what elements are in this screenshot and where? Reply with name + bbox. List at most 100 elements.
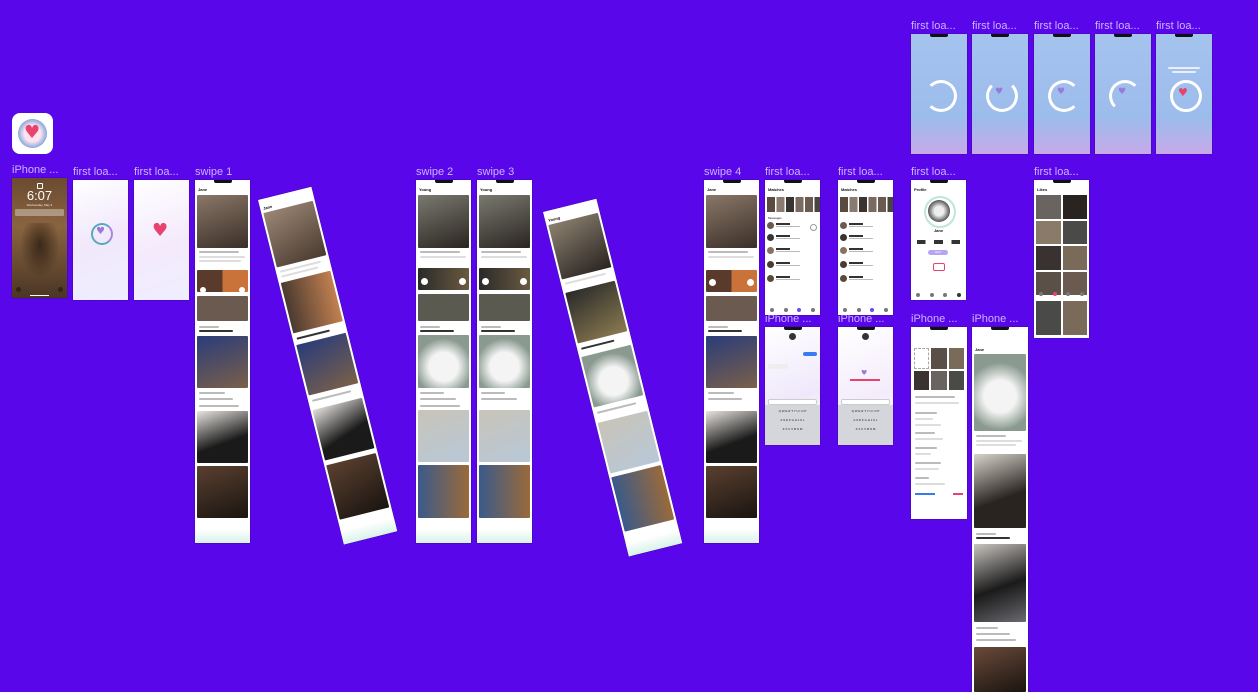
list-item[interactable] bbox=[840, 221, 891, 230]
tab-bar[interactable] bbox=[911, 292, 966, 298]
photo bbox=[706, 466, 757, 518]
like-card[interactable] bbox=[1062, 246, 1087, 270]
new-matches-strip[interactable] bbox=[840, 197, 893, 212]
video-icon[interactable] bbox=[933, 263, 945, 271]
new-matches-strip[interactable] bbox=[767, 197, 820, 212]
message-bubble bbox=[803, 352, 817, 356]
like-card[interactable] bbox=[1062, 220, 1087, 244]
message-input[interactable] bbox=[841, 399, 890, 405]
profile-title: Profile bbox=[914, 187, 927, 192]
keyboard-row[interactable]: A S D F G H J K L bbox=[853, 418, 878, 422]
message-input[interactable] bbox=[768, 399, 817, 405]
stats-row bbox=[917, 240, 960, 244]
like-card[interactable] bbox=[1062, 271, 1087, 295]
dislike-button[interactable] bbox=[709, 279, 716, 286]
chat-frame-1[interactable]: Q W E R T Y U I O P A S D F G H J K L Z … bbox=[765, 327, 820, 445]
dislike-button[interactable] bbox=[421, 278, 428, 285]
list-item[interactable] bbox=[767, 246, 818, 255]
like-button[interactable] bbox=[459, 278, 466, 285]
splash-frame-1: ♥ bbox=[73, 180, 128, 300]
photo bbox=[197, 411, 248, 463]
search-icon[interactable] bbox=[810, 224, 817, 231]
frame-label: first loa... bbox=[765, 166, 810, 178]
swipe-3-frame[interactable]: Young bbox=[477, 180, 532, 543]
list-item[interactable] bbox=[767, 260, 818, 269]
delete-link[interactable] bbox=[953, 493, 963, 495]
keyboard-row[interactable]: Z X C V B N M bbox=[782, 427, 803, 431]
dislike-button[interactable] bbox=[482, 278, 489, 285]
profile-name: Jane bbox=[933, 228, 944, 233]
frame-label: iPhone ... bbox=[838, 313, 885, 325]
keyboard[interactable]: Q W E R T Y U I O P A S D F G H J K L Z … bbox=[838, 405, 893, 445]
like-card[interactable] bbox=[1036, 195, 1061, 219]
loader-ring bbox=[1170, 80, 1202, 112]
keyboard-row[interactable]: Q W E R T Y U I O P bbox=[778, 409, 807, 413]
likes-frame[interactable]: Likes bbox=[1034, 180, 1089, 338]
likes-grid-bottom[interactable] bbox=[1036, 301, 1087, 335]
list-item[interactable] bbox=[840, 260, 891, 269]
photo-grid[interactable] bbox=[914, 348, 964, 390]
loading-frame-5: ♥ bbox=[1156, 34, 1212, 154]
swipe-title: Young bbox=[480, 187, 493, 192]
matches-frame-1[interactable]: Matches Messages bbox=[765, 180, 820, 315]
tab-bar[interactable] bbox=[1034, 291, 1089, 297]
tab-bar[interactable] bbox=[838, 307, 893, 313]
likes-grid[interactable] bbox=[1036, 195, 1087, 295]
app-icon[interactable]: ♥ bbox=[12, 113, 53, 154]
frame-label: first loa... bbox=[911, 20, 956, 32]
likes-title: Likes bbox=[1037, 187, 1048, 192]
profile-avatar-ring bbox=[924, 196, 956, 228]
keyboard-row[interactable]: Q W E R T Y U I O P bbox=[851, 409, 880, 413]
dislike-button[interactable] bbox=[200, 287, 206, 293]
heart-icon: ♥ bbox=[152, 220, 169, 241]
like-card[interactable] bbox=[1062, 195, 1087, 219]
like-card[interactable] bbox=[1036, 246, 1061, 270]
list-item[interactable] bbox=[767, 233, 818, 242]
photo bbox=[280, 270, 343, 334]
like-card[interactable] bbox=[1036, 301, 1061, 335]
loader-ring bbox=[91, 223, 113, 245]
camera-icon[interactable] bbox=[58, 287, 63, 292]
frame-label: first loa... bbox=[1095, 20, 1140, 32]
profile-frame[interactable]: Profile Jane Edit bbox=[911, 180, 966, 300]
flashlight-icon[interactable] bbox=[16, 287, 21, 292]
chat-frame-2[interactable]: ♥ Q W E R T Y U I O P A S D F G H J K L … bbox=[838, 327, 893, 445]
like-button[interactable] bbox=[747, 279, 754, 286]
tree-silhouette bbox=[20, 223, 60, 278]
keyboard-row[interactable]: A S D F G H J K L bbox=[780, 418, 805, 422]
list-item[interactable] bbox=[840, 246, 891, 255]
keyboard-row[interactable]: Z X C V B N M bbox=[855, 427, 876, 431]
home-indicator bbox=[30, 295, 49, 296]
swipe-rotated-frame-a[interactable]: Jane bbox=[258, 186, 398, 545]
list-item[interactable] bbox=[840, 233, 891, 242]
photo bbox=[706, 270, 757, 292]
swipe-1-frame[interactable]: Jane bbox=[195, 180, 250, 543]
swipe-rotated-frame-b[interactable]: Young bbox=[543, 198, 683, 557]
edit-button[interactable]: Edit bbox=[928, 250, 948, 255]
frame-label: first loa... bbox=[1156, 20, 1201, 32]
detail-title: Jane bbox=[975, 347, 985, 352]
like-card[interactable] bbox=[1036, 271, 1061, 295]
list-item[interactable] bbox=[767, 274, 818, 283]
profile-avatar[interactable] bbox=[928, 200, 950, 222]
heart-icon: ♥ bbox=[1118, 87, 1127, 97]
swipe-2-frame[interactable]: Young bbox=[416, 180, 471, 543]
list-item[interactable] bbox=[767, 221, 818, 230]
like-button[interactable] bbox=[520, 278, 527, 285]
like-card[interactable] bbox=[1036, 220, 1061, 244]
like-card[interactable] bbox=[1062, 301, 1087, 335]
frame-label: first loa... bbox=[1034, 166, 1079, 178]
photo bbox=[974, 354, 1026, 431]
matches-frame-2[interactable]: Matches bbox=[838, 180, 893, 315]
tab-bar[interactable] bbox=[765, 307, 820, 313]
detail-frame[interactable]: Jane bbox=[972, 327, 1028, 692]
keyboard[interactable]: Q W E R T Y U I O P A S D F G H J K L Z … bbox=[765, 405, 820, 445]
swipe-title: Jane bbox=[262, 203, 273, 211]
notification[interactable] bbox=[15, 209, 64, 216]
lockscreen-frame[interactable]: 6:07 Wednesday, May 3 bbox=[12, 178, 67, 298]
loading-frame-4: ♥ bbox=[1095, 34, 1151, 154]
like-button[interactable] bbox=[239, 287, 245, 293]
swipe-4-frame[interactable]: Jane bbox=[704, 180, 759, 543]
settings-frame[interactable] bbox=[911, 327, 967, 519]
list-item[interactable] bbox=[840, 274, 891, 283]
